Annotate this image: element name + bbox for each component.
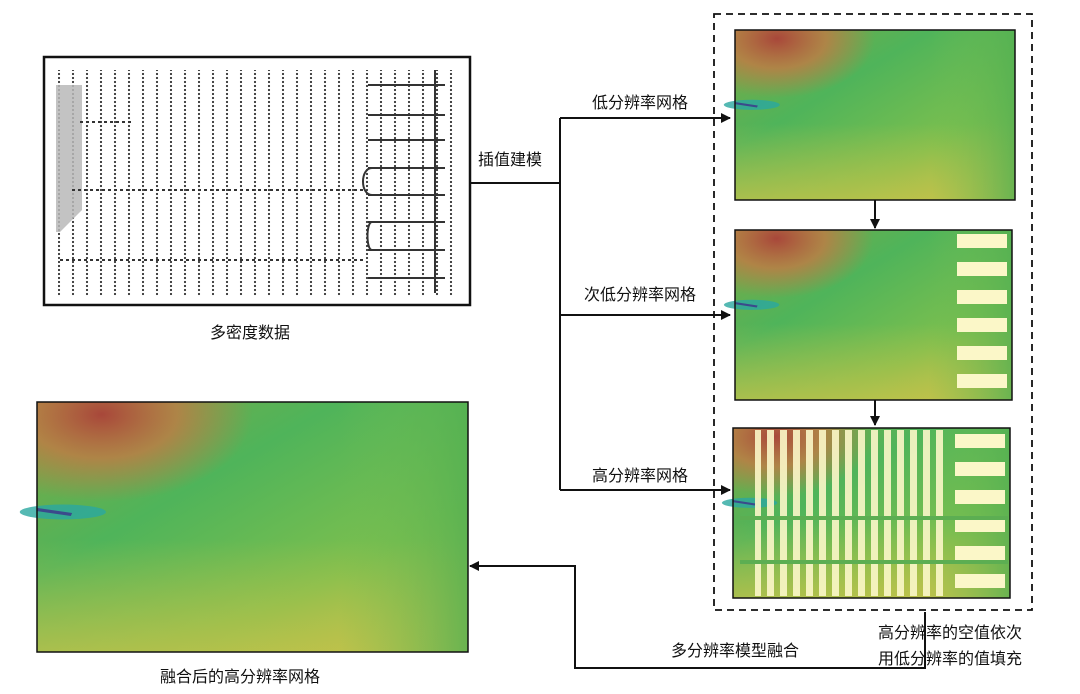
low-res-grid-image xyxy=(722,28,1017,202)
label-fused-result: 融合后的高分辨率网格 xyxy=(160,667,320,686)
label-fill-note-line1: 高分辨率的空值依次 xyxy=(878,623,1022,642)
fused-high-res-grid-image xyxy=(20,402,468,652)
label-interpolation: 插值建模 xyxy=(478,150,542,169)
label-high-res: 高分辨率网格 xyxy=(592,466,688,485)
sub-low-res-voids xyxy=(957,234,1007,388)
survey-points xyxy=(58,70,454,296)
high-res-voids xyxy=(755,430,945,596)
label-input-data: 多密度数据 xyxy=(210,323,290,342)
label-fill-note-line2: 用低分辨率的值填充 xyxy=(878,649,1022,668)
label-low-res: 低分辨率网格 xyxy=(592,93,688,112)
high-res-voids-right xyxy=(955,434,1005,588)
survey-track-lines xyxy=(60,70,445,293)
multi-density-data-panel xyxy=(42,55,472,307)
label-fusion: 多分辨率模型融合 xyxy=(671,641,799,660)
gray-region xyxy=(56,85,82,232)
connector-lines xyxy=(469,113,926,669)
label-sub-low-res: 次低分辨率网格 xyxy=(584,285,696,304)
grid-group-dashed-box xyxy=(713,13,1033,611)
high-res-track-lines xyxy=(740,516,1008,564)
